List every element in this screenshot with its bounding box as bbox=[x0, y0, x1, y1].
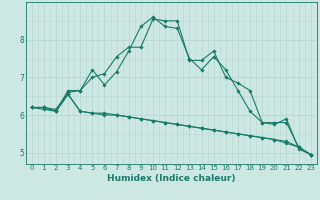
X-axis label: Humidex (Indice chaleur): Humidex (Indice chaleur) bbox=[107, 174, 236, 183]
